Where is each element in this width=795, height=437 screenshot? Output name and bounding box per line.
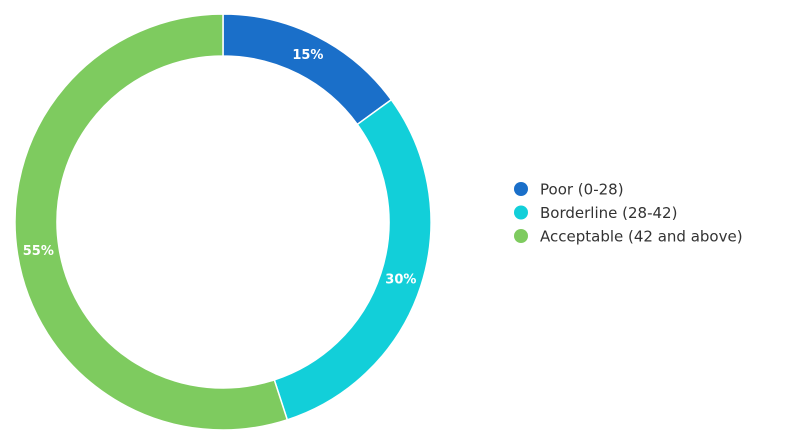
legend-label: Borderline (28-42) [540,204,677,222]
donut-slice [273,98,432,421]
legend-marker [514,182,528,196]
legend-label: Acceptable (42 and above) [540,228,743,246]
legend-marker [514,205,528,220]
data-label: 15% [292,48,323,63]
legend-marker [514,229,528,243]
legend-label: Poor (0-28) [540,181,624,199]
donut-slice [222,13,393,126]
donut-slice [14,13,289,431]
data-label: 30% [385,272,416,287]
data-label: 55% [23,244,54,259]
